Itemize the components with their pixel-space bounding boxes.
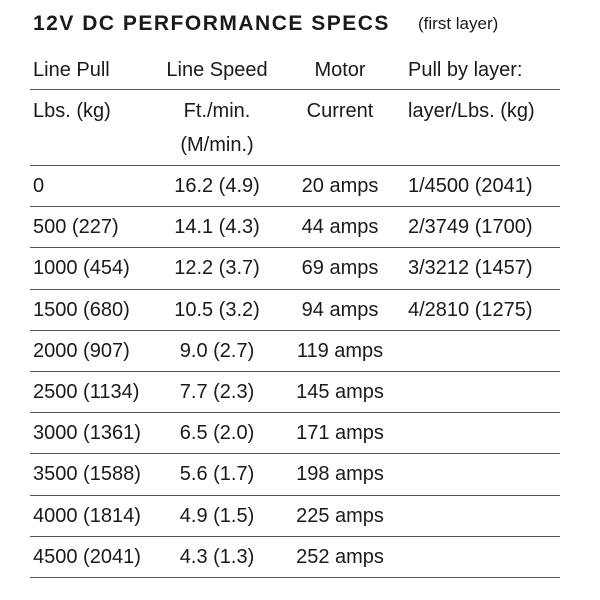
table-cell: 4/2810 (1275) bbox=[408, 298, 533, 321]
table-cell: 4000 (1814) bbox=[33, 504, 141, 527]
table-title: 12V DC PERFORMANCE SPECS bbox=[33, 12, 390, 35]
table-cell: 2/3749 (1700) bbox=[408, 216, 533, 239]
table-cell: 4.3 (1.3) bbox=[179, 545, 255, 568]
row-rule bbox=[30, 371, 560, 372]
column-units: Lbs. (kg) bbox=[33, 100, 111, 122]
column-units: Ft./min. bbox=[183, 100, 251, 122]
table-cell: 198 amps bbox=[296, 463, 384, 486]
table-cell: 4.9 (1.5) bbox=[179, 504, 255, 527]
table-cell: 69 amps bbox=[301, 257, 379, 280]
row-rule bbox=[30, 330, 560, 331]
column-units: Current bbox=[306, 100, 374, 122]
table-cell: 20 amps bbox=[301, 175, 379, 197]
table-cell: 2500 (1134) bbox=[33, 381, 140, 403]
table-cell: 12.2 (3.7) bbox=[174, 257, 260, 280]
column-heading: Line Speed bbox=[166, 59, 268, 81]
table-cell: 44 amps bbox=[301, 216, 379, 239]
table-cell: 145 amps bbox=[296, 381, 384, 403]
table-cell: 1500 (680) bbox=[33, 298, 130, 321]
column-units: layer/Lbs. (kg) bbox=[408, 100, 535, 122]
table-cell: 1000 (454) bbox=[33, 257, 130, 280]
row-rule bbox=[30, 495, 560, 496]
table-cell: 4500 (2041) bbox=[33, 545, 141, 568]
row-rule bbox=[30, 453, 560, 454]
table-cell: 119 amps bbox=[296, 339, 384, 362]
row-rule bbox=[30, 536, 560, 537]
column-heading: Pull by layer: bbox=[408, 59, 523, 81]
table-cell: 9.0 (2.7) bbox=[179, 339, 255, 362]
row-rule bbox=[30, 577, 560, 578]
table-cell: 6.5 (2.0) bbox=[179, 422, 255, 445]
column-units: (M/min.) bbox=[180, 134, 254, 156]
table-cell: 3/3212 (1457) bbox=[408, 257, 533, 280]
table-cell: 10.5 (3.2) bbox=[174, 298, 260, 321]
row-rule bbox=[30, 89, 560, 90]
table-cell: 2000 (907) bbox=[33, 339, 130, 362]
table-cell: 3000 (1361) bbox=[33, 422, 141, 445]
table-cell: 171 amps bbox=[296, 422, 384, 445]
row-rule bbox=[30, 247, 560, 248]
table-cell: 1/4500 (2041) bbox=[408, 175, 533, 197]
row-rule bbox=[30, 206, 560, 207]
table-subtitle: (first layer) bbox=[418, 14, 499, 33]
table-cell: 94 amps bbox=[301, 298, 379, 321]
table-cell: 225 amps bbox=[296, 504, 384, 527]
row-rule bbox=[30, 412, 560, 413]
table-cell: 3500 (1588) bbox=[33, 463, 141, 486]
row-rule bbox=[30, 289, 560, 290]
table-cell: 500 (227) bbox=[33, 216, 119, 239]
row-rule bbox=[30, 165, 560, 166]
table-cell: 16.2 (4.9) bbox=[174, 175, 260, 197]
column-heading: Motor bbox=[314, 59, 366, 81]
table-cell: 0 bbox=[33, 175, 45, 197]
table-cell: 7.7 (2.3) bbox=[179, 381, 255, 403]
column-heading: Line Pull bbox=[33, 59, 110, 81]
table-cell: 14.1 (4.3) bbox=[174, 216, 260, 239]
table-cell: 252 amps bbox=[296, 545, 384, 568]
table-cell: 5.6 (1.7) bbox=[179, 463, 255, 486]
